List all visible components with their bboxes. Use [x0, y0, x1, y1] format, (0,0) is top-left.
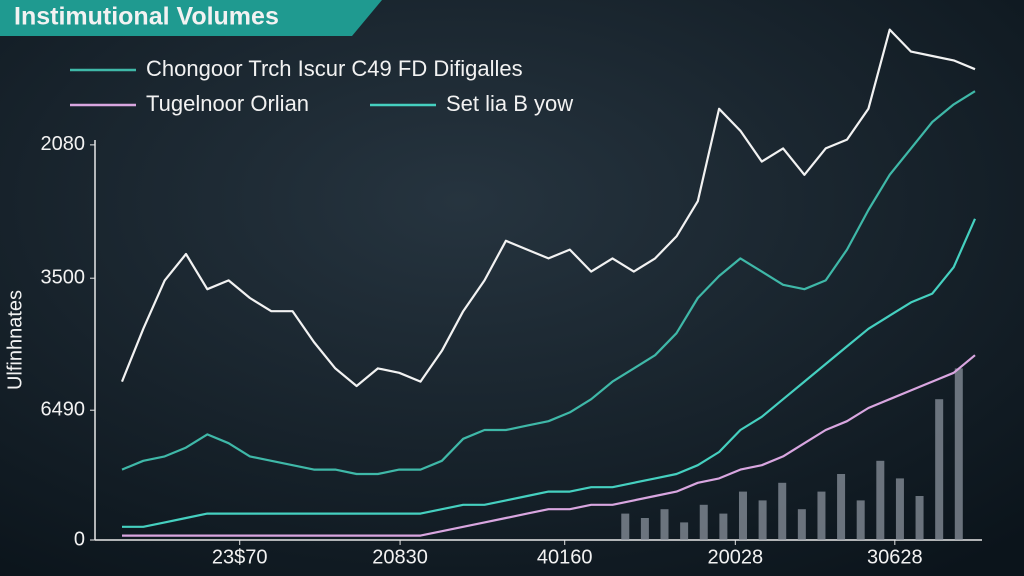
y-tick-label: 0 — [74, 528, 85, 550]
x-tick-label: 20028 — [707, 546, 763, 568]
bar — [954, 368, 963, 540]
bar — [699, 504, 708, 540]
bar — [738, 491, 747, 540]
series-line — [122, 354, 976, 537]
legend-label: Set lia B yow — [446, 91, 573, 116]
bar — [837, 474, 846, 540]
bar — [876, 460, 885, 540]
x-tick-label: 30628 — [867, 546, 923, 568]
y-tick-label: 6490 — [41, 398, 86, 420]
legend-label: Chongoor Trch Iscur C49 FD Difigalles — [146, 56, 523, 81]
series-line — [120, 28, 976, 388]
x-tick-label: 40160 — [537, 546, 593, 568]
bar — [895, 478, 904, 540]
bar — [640, 518, 649, 540]
x-tick-label: 20830 — [372, 546, 428, 568]
y-axis-label: Ulfinhnates — [4, 290, 26, 390]
bar — [915, 496, 924, 540]
series-line — [122, 218, 977, 528]
y-tick-label: 2080 — [41, 133, 86, 155]
bar — [856, 500, 865, 540]
legend-label: Tugelnoor Orlian — [146, 91, 309, 116]
series-line — [121, 90, 976, 476]
bar — [758, 500, 767, 540]
bar — [935, 399, 944, 540]
chart-title: Instimutional Volumes — [14, 3, 279, 31]
bar — [797, 509, 806, 540]
plot-area: 0 6490 3500 2080 23$70 20830 40160 20028 30628 — [41, 28, 977, 568]
bar — [778, 482, 787, 540]
title-banner — [0, 0, 382, 36]
y-tick-label: 3500 — [41, 266, 86, 288]
bar — [660, 509, 669, 540]
bar — [680, 522, 689, 540]
bar — [719, 513, 728, 540]
bar — [621, 513, 630, 540]
x-tick-label: 23$70 — [212, 546, 268, 568]
bar — [817, 491, 826, 540]
